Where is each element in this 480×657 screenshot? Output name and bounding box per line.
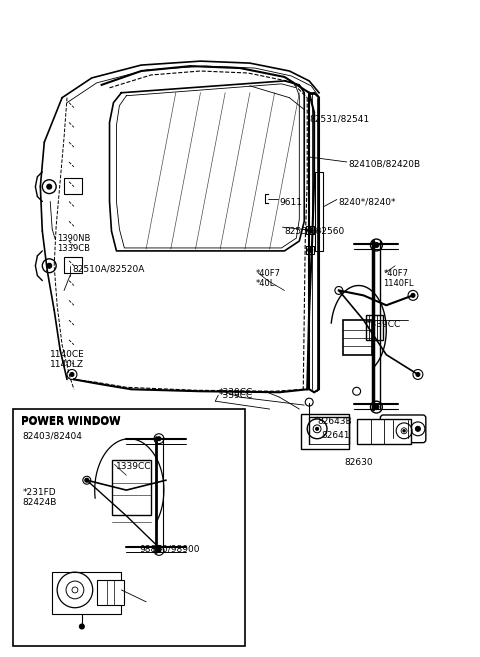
Text: 1339CC: 1339CC [117,463,152,472]
Circle shape [374,405,379,409]
Text: 98800/98900: 98800/98900 [139,545,200,553]
Text: *231FD: *231FD [23,488,56,497]
Circle shape [308,248,312,252]
Circle shape [308,228,312,233]
Text: POWER WINDOW: POWER WINDOW [21,417,120,427]
Circle shape [85,478,89,482]
Circle shape [374,242,379,248]
Text: 82643B: 82643B [317,417,352,426]
Text: 82641: 82641 [321,431,349,440]
Text: 1140CE: 1140CE [50,350,85,359]
Text: *339CC: *339CC [218,388,252,397]
Text: POWER WINDOW: POWER WINDOW [21,416,120,426]
Text: 82630: 82630 [345,459,373,468]
Circle shape [157,437,161,441]
Circle shape [411,294,415,298]
Text: 82403/82404: 82403/82404 [23,432,83,441]
Bar [306,226,314,234]
Text: 8240*/8240*: 8240*/8240* [339,198,396,206]
Bar [301,414,349,449]
Circle shape [316,427,319,430]
Circle shape [47,184,52,189]
Text: 1339CB: 1339CB [57,244,90,253]
Bar [315,172,323,251]
Text: *40F7: *40F7 [256,269,281,278]
Circle shape [416,426,420,431]
Text: *40L.: *40L. [256,279,278,288]
Bar [343,320,372,355]
Text: 82531/82541: 82531/82541 [309,114,369,124]
Text: 9611: 9611 [279,198,302,206]
Bar [64,178,82,194]
Circle shape [79,624,84,629]
Text: 82550/82560: 82550/82560 [285,226,345,235]
Bar [366,315,384,340]
Circle shape [47,263,52,268]
Text: *40F7: *40F7 [384,269,408,278]
Circle shape [157,549,161,553]
Text: 1140LZ: 1140LZ [50,359,84,369]
Bar [111,461,151,515]
Circle shape [70,373,74,376]
Text: 82410B/82420B: 82410B/82420B [349,160,421,169]
Bar [12,409,245,646]
Bar [96,580,124,604]
FancyBboxPatch shape [380,415,426,443]
Circle shape [321,425,324,428]
Text: 82424B: 82424B [23,498,57,507]
Circle shape [416,373,420,376]
Bar [64,257,82,273]
Text: 1140FL: 1140FL [384,279,414,288]
Text: 82510A/82520A: 82510A/82520A [72,265,144,274]
Bar [306,246,314,254]
Bar [357,419,411,443]
Text: 1390NB: 1390NB [57,234,91,243]
Bar [52,572,121,614]
Text: *339CC: *339CC [218,392,252,400]
Circle shape [403,430,405,432]
Text: *339CC: *339CC [367,320,401,329]
